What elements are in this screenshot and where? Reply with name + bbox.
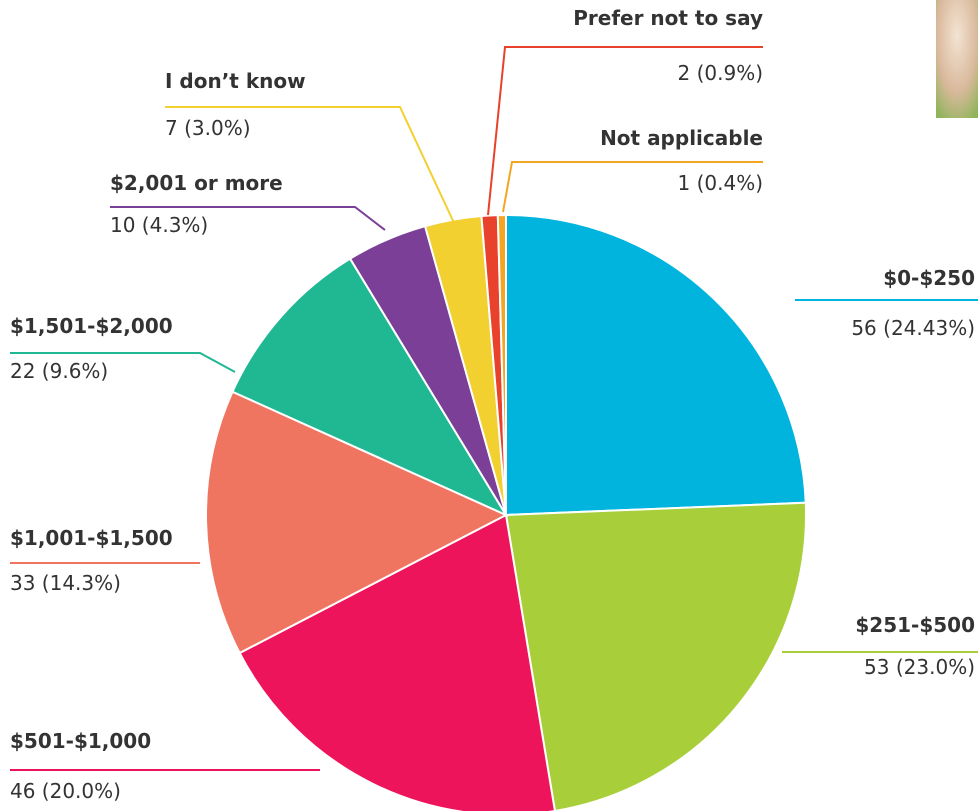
value-label: 56 (24.43%) [851,316,975,340]
slice-label: $1,001-$1,500 [10,526,173,550]
photo [936,0,978,118]
slice-label: $251-$500 [855,613,975,637]
pie-slice [506,215,806,515]
slice-label: Not applicable [600,126,763,150]
value-label: 53 (23.0%) [864,655,975,679]
slice-label: $2,001 or more [110,171,283,195]
slice-label: Prefer not to say [573,6,763,30]
value-label: 22 (9.6%) [10,359,108,383]
slice-label: $1,501-$2,000 [10,314,173,338]
value-label: 10 (4.3%) [110,213,208,237]
pie-slice [506,503,806,811]
value-label: 1 (0.4%) [678,171,764,195]
slice-label: $501-$1,000 [10,729,151,753]
chart: $0-$250 56 (24.43%) $251-$500 53 (23.0%) $50… [0,0,978,811]
slice-label: $0-$250 [883,266,975,290]
value-label: 46 (20.0%) [10,779,121,803]
value-label: 2 (0.9%) [678,61,764,85]
value-label: 33 (14.3%) [10,571,121,595]
value-label: 7 (3.0%) [165,116,251,140]
slice-label: I don’t know [165,69,306,93]
